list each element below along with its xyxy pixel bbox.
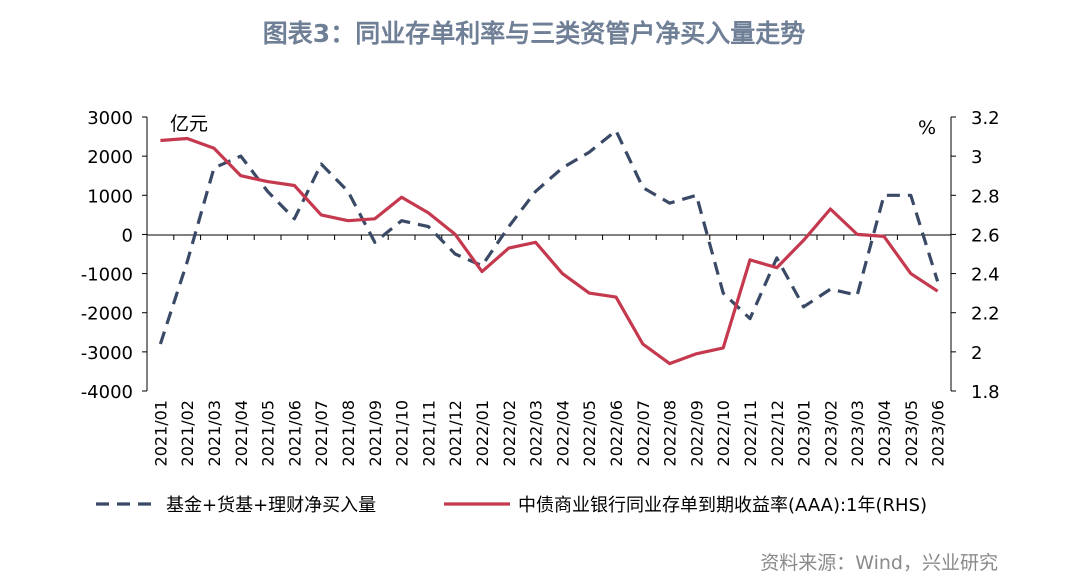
x-axis-ticks: 2021/01 2021/02 2021/03 2021/04 2021/05 2021/… — [146, 235, 952, 466]
right-tick-label: 1.8 — [971, 382, 1000, 403]
x-tick-label: 2021/08 — [339, 400, 358, 466]
x-tick-label: 2022/09 — [687, 400, 706, 466]
series-line-1 — [158, 129, 940, 345]
x-tick-label: 2021/11 — [419, 400, 438, 466]
series-layer — [158, 129, 940, 366]
x-tick-label: 2023/03 — [848, 400, 867, 466]
x-tick-label: 2021/06 — [285, 400, 304, 466]
right-unit-label: % — [918, 117, 936, 139]
right-tick-label: 3 — [971, 147, 982, 168]
source-note: 资料来源：Wind，兴业研究 — [760, 552, 998, 574]
left-axis-ticks: 3000 2000 1000 0 -1000 -2000 -3000 -4000 — [81, 108, 147, 403]
x-tick-label: 2021/10 — [393, 400, 412, 466]
left-tick-label: -1000 — [81, 265, 133, 286]
x-tick-label: 2022/06 — [607, 400, 626, 466]
x-tick-label: 2022/05 — [580, 400, 599, 466]
x-tick-label: 2022/04 — [553, 400, 572, 466]
x-tick-label: 2021/04 — [232, 400, 251, 466]
right-tick-label: 3.2 — [971, 108, 1000, 129]
left-tick-label: -2000 — [81, 304, 133, 325]
x-tick-label: 2021/12 — [446, 400, 465, 466]
series-line-2 — [160, 136, 939, 366]
left-tick-label: 1000 — [87, 186, 133, 207]
x-tick-label: 2022/03 — [527, 400, 546, 466]
left-tick-label: 0 — [122, 225, 133, 246]
x-tick-label: 2021/01 — [151, 400, 170, 466]
x-tick-label: 2021/09 — [366, 400, 385, 466]
chart-title: 图表3：同业存单利率与三类资管户净买入量走势 — [262, 19, 806, 48]
right-axis-ticks: 3.2 3 2.8 2.6 2.4 2.2 2 1.8 — [951, 108, 1000, 403]
x-tick-label: 2022/12 — [768, 400, 787, 466]
right-tick-label: 2.8 — [971, 186, 1000, 207]
left-unit-label: 亿元 — [170, 113, 208, 135]
x-tick-label: 2022/02 — [500, 400, 519, 466]
x-tick-label: 2021/02 — [178, 400, 197, 466]
x-tick-label: 2022/08 — [661, 400, 680, 466]
right-tick-label: 2 — [971, 343, 982, 364]
x-tick-label: 2021/05 — [259, 400, 278, 466]
x-tick-label: 2023/01 — [795, 400, 814, 466]
x-tick-label: 2023/06 — [929, 400, 948, 466]
x-tick-label: 2022/10 — [714, 400, 733, 466]
right-tick-label: 2.2 — [971, 304, 1000, 325]
left-tick-label: 2000 — [87, 147, 133, 168]
x-tick-label: 2022/11 — [741, 400, 760, 466]
x-tick-label: 2021/07 — [312, 400, 331, 466]
x-tick-label: 2023/05 — [902, 400, 921, 466]
right-tick-label: 2.4 — [971, 265, 1000, 286]
left-tick-label: -3000 — [81, 343, 133, 364]
right-tick-label: 2.6 — [971, 225, 1000, 246]
left-tick-label: 3000 — [87, 108, 133, 129]
legend: 基金+货基+理财净买入量 中债商业银行同业存单到期收益率(AAA):1年(RHS… — [96, 495, 927, 516]
legend-label-series-1: 基金+货基+理财净买入量 — [166, 495, 376, 516]
x-tick-label: 2022/01 — [473, 400, 492, 466]
legend-label-series-2: 中债商业银行同业存单到期收益率(AAA):1年(RHS) — [518, 495, 927, 516]
left-tick-label: -4000 — [81, 382, 133, 403]
x-tick-label: 2023/04 — [875, 400, 894, 466]
x-tick-label: 2022/07 — [634, 400, 653, 466]
x-tick-label: 2023/02 — [821, 400, 840, 466]
x-tick-label: 2021/03 — [205, 400, 224, 466]
